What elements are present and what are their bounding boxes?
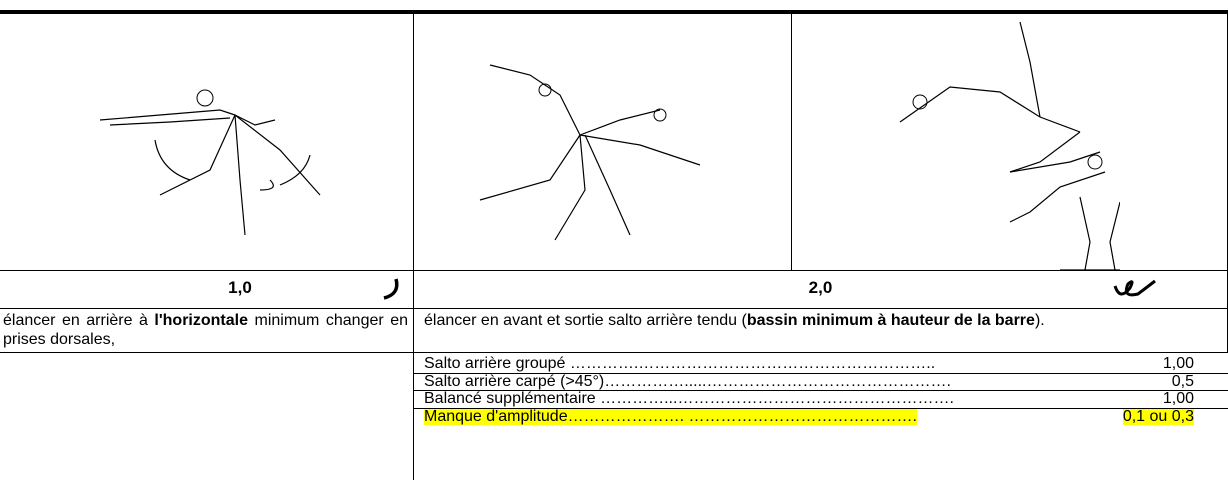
deduction-value: 1,00	[1162, 390, 1194, 407]
row-rule	[0, 352, 1228, 353]
row-rule	[0, 308, 1228, 309]
deduction-label: Manque d'amplitude…………………. ……………………………………	[424, 407, 917, 425]
deduction-value: 0,5	[1171, 372, 1194, 390]
col-divider	[413, 12, 414, 480]
text-run: ).	[1034, 312, 1045, 329]
deduction-row: Balancé supplémentaire …………...……………………………	[424, 390, 1194, 407]
top-rule	[0, 10, 1228, 14]
deduction-row: Manque d'amplitude…………………. ……………………………………	[424, 407, 1194, 425]
figure-illustration	[99, 89, 321, 236]
text-run: minimum changer en prises dorsales,	[3, 312, 409, 348]
deduction-label: Salto arrière groupé ………….………………………………………	[424, 355, 936, 372]
figure-illustration	[479, 64, 701, 241]
row-rule	[413, 407, 1228, 409]
text-run: élancer en avant et sortie salto arrière…	[424, 312, 747, 329]
deduction-row: Salto arrière groupé ………….………………………………………	[424, 355, 1194, 372]
text-run: l'horizontale	[154, 312, 248, 329]
figure-illustration	[899, 21, 1120, 270]
deduction-label: Balancé supplémentaire …………...……………………………	[424, 390, 954, 407]
value: 1,0	[228, 278, 252, 297]
deduction-label: Salto arrière carpé (>45°)…………….....……………	[424, 372, 951, 390]
description: élancer en avant et sortie salto arrière…	[424, 311, 1224, 330]
deduction-row: Salto arrière carpé (>45°)…………….....……………	[424, 373, 1194, 390]
symbol	[1113, 279, 1156, 297]
row-rule	[413, 372, 1228, 374]
value: 2,0	[808, 278, 833, 297]
col-divider	[791, 12, 792, 270]
symbol	[383, 278, 399, 300]
description: élancer en arrière à l'horizontale minim…	[3, 311, 408, 349]
row-rule	[413, 390, 1228, 391]
text-run: bassin minimum à hauteur de la barre	[746, 312, 1035, 329]
row-rule	[0, 270, 1228, 271]
deduction-value: 1,00	[1162, 355, 1194, 372]
deduction-value: 0,1 ou 0,3	[1122, 407, 1194, 425]
text-run: élancer en arrière à	[3, 312, 155, 329]
